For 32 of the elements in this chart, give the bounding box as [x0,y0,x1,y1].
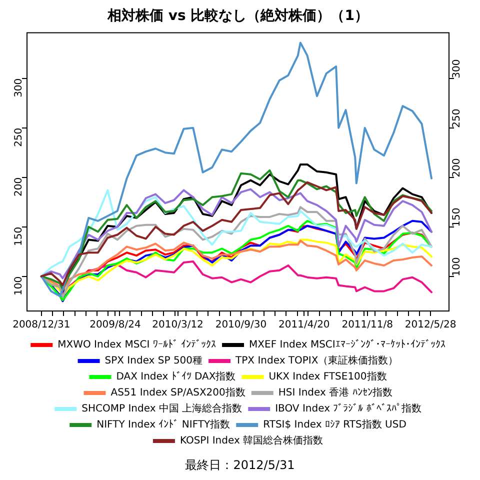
legend-label: IBOV Index ﾌﾞﾗｼﾞﾙ ﾎﾞﾍﾞｽﾊﾟ指数 [275,402,422,415]
legend-label: SHCOMP Index 中国 上海総合指数 [82,402,242,415]
y2-tick-label: 250 [452,108,463,128]
legend-label: KOSPI Index 韓国総合株価指数 [180,434,324,447]
x-tick-label: 2009/8/24 [90,320,141,331]
legend-label: RTSI$ Index ﾛｼｱ RTS指数 USD [263,418,407,431]
x-tick-label: 2008/12/31 [12,320,70,331]
legend-label: MXEF Index MSCIｴﾏｰｼﾞﾝｸﾞ･ﾏｰｹｯﾄ･ｲﾝﾃﾞｯｸｽ [249,338,446,351]
y-tick-label: 100 [14,276,25,296]
legend-label: UKX Index FTSE100指数 [268,370,387,383]
legend-label: HSI Index 香港 ﾊﾝｾﾝ指数 [278,386,392,399]
legend-label: AS51 Index SP/ASX200指数 [110,386,246,399]
x-tick-label: 2011/4/20 [278,320,330,331]
legend-label: SPX Index SP 500種 [104,356,203,367]
y-tick-label: 200 [14,177,25,196]
y2-tick-label: 100 [452,257,463,276]
y-tick-label: 150 [14,226,25,246]
y2-tick-label: 150 [452,208,463,227]
x-tick-label: 2010/3/12 [152,320,204,331]
legend-label: DAX Index ﾄﾞｲﾂ DAX指数 [116,370,236,383]
legend-label: MXWO Index MSCI ﾜｰﾙﾄﾞ ｲﾝﾃﾞｯｸｽ [58,338,216,351]
y-tick-label: 300 [14,78,25,98]
x-tick-label: 2012/5/28 [404,320,456,331]
y2-tick-label: 200 [452,158,463,178]
x-tick-label: 2011/11/8 [342,320,393,331]
x-tick-label: 2010/9/30 [215,320,267,331]
legend-label: TPX Index TOPIX（東証株価指数） [234,354,398,367]
legend-label: NIFTY Index ｲﾝﾄﾞ NIFTY指数 [96,418,230,431]
y-tick-label: 250 [14,128,25,147]
y2-tick-label: 300 [452,59,463,78]
chart-title: 相対株価 vs 比較なし（絶対株価）（1） [106,7,368,24]
text: 最終日：2012/5/31 [184,457,296,474]
